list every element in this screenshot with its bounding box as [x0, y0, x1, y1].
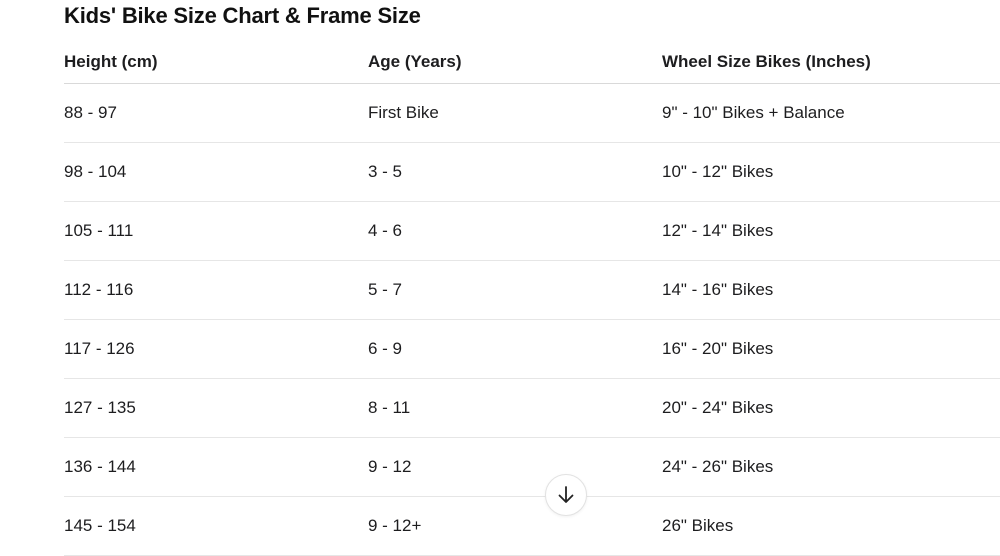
- table-row: 112 - 116 5 - 7 14" - 16" Bikes: [64, 261, 1000, 320]
- arrow-down-icon: [558, 486, 574, 503]
- bike-size-table: Height (cm) Age (Years) Wheel Size Bikes…: [64, 40, 1000, 556]
- cell-height: 88 - 97: [64, 103, 117, 122]
- cell-wheel-size: 26" Bikes: [662, 516, 734, 535]
- cell-age: 5 - 7: [368, 280, 403, 299]
- cell-wheel-size: 12" - 14" Bikes: [662, 221, 774, 240]
- cell-wheel-size: 10" - 12" Bikes: [662, 162, 774, 181]
- table-header: Height (cm) Age (Years) Wheel Size Bikes…: [64, 40, 1000, 84]
- table-row: 136 - 144 9 - 12 24" - 26" Bikes: [64, 438, 1000, 497]
- cell-wheel-size: 20" - 24" Bikes: [662, 398, 774, 417]
- table-row: 127 - 135 8 - 11 20" - 24" Bikes: [64, 379, 1000, 438]
- table-row: 145 - 154 9 - 12+ 26" Bikes: [64, 497, 1000, 556]
- cell-age: 8 - 11: [368, 398, 411, 417]
- page-title: Kids' Bike Size Chart & Frame Size: [64, 3, 421, 28]
- cell-wheel-size: 14" - 16" Bikes: [662, 280, 774, 299]
- cell-wheel-size: 24" - 26" Bikes: [662, 457, 774, 476]
- table-row: 98 - 104 3 - 5 10" - 12" Bikes: [64, 143, 1000, 202]
- column-header-age: Age (Years): [368, 52, 462, 71]
- cell-height: 127 - 135: [64, 398, 136, 417]
- table-row: 105 - 111 4 - 6 12" - 14" Bikes: [64, 202, 1000, 261]
- cell-age: 9 - 12: [368, 457, 412, 476]
- cell-height: 105 - 111: [64, 221, 134, 240]
- table-row: 117 - 126 6 - 9 16" - 20" Bikes: [64, 320, 1000, 379]
- column-header-wheel-size: Wheel Size Bikes (Inches): [662, 52, 871, 71]
- cell-age: 4 - 6: [368, 221, 403, 240]
- cell-height: 117 - 126: [64, 339, 135, 358]
- cell-age: First Bike: [368, 103, 439, 122]
- scroll-down-button[interactable]: [545, 474, 587, 516]
- cell-wheel-size: 16" - 20" Bikes: [662, 339, 774, 358]
- cell-height: 98 - 104: [64, 162, 127, 181]
- cell-wheel-size: 9" - 10" Bikes + Balance: [662, 103, 845, 122]
- table-row: 88 - 97 First Bike 9" - 10" Bikes + Balanc…: [64, 84, 1000, 143]
- cell-age: 3 - 5: [368, 162, 403, 181]
- cell-height: 136 - 144: [64, 457, 136, 476]
- cell-age: 9 - 12+: [368, 516, 422, 535]
- cell-height: 145 - 154: [64, 516, 136, 535]
- column-header-height: Height (cm): [64, 52, 158, 71]
- cell-height: 112 - 116: [64, 280, 134, 299]
- cell-age: 6 - 9: [368, 339, 403, 358]
